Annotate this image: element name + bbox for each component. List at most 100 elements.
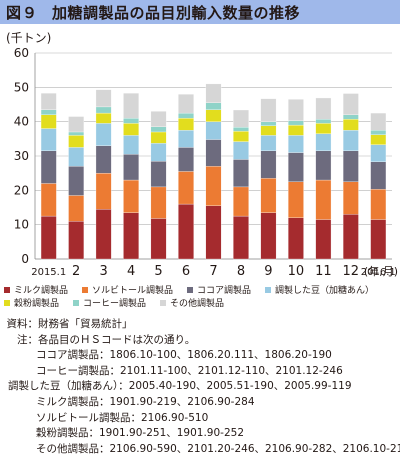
bar-segment	[315, 119, 332, 124]
legend-item: 調製した豆（加糖あん）	[265, 283, 374, 296]
x-tick-label: 10	[288, 264, 305, 278]
legend-row: 穀粉調製品 コーヒー調製品 その他調製品	[4, 296, 400, 309]
bar-segment	[370, 134, 387, 145]
bar-segment	[123, 93, 139, 119]
bar-segment	[260, 150, 277, 179]
x-tick-label: 9	[264, 264, 272, 278]
bar-segment	[205, 205, 222, 260]
x-tick-label: 6	[182, 264, 190, 278]
bar-segment	[205, 83, 222, 103]
legend-swatch	[73, 299, 80, 306]
bar-segment	[342, 119, 359, 131]
bar-segment	[205, 109, 222, 122]
y-tick-label: 60	[14, 46, 29, 60]
bar-segment	[95, 145, 112, 174]
x-tick-label: 8	[237, 264, 245, 278]
x-tick-label: 5	[154, 264, 162, 278]
bar-segment	[205, 139, 222, 167]
bar-segment	[260, 125, 277, 136]
bar-segment	[150, 126, 167, 133]
legend-item: ミルク調製品	[4, 283, 68, 296]
source-label: 資料：	[6, 318, 39, 330]
hs-code-line: 調製した豆（加糖あん）：2005.40-190、2005.51-190、2005…	[8, 380, 352, 393]
bar-segment	[40, 150, 57, 184]
legend-swatch	[4, 286, 10, 293]
legend-label: コーヒー調製品	[83, 299, 147, 309]
bar-segment	[123, 154, 139, 181]
bar-segment	[68, 135, 85, 148]
y-tick-label: 20	[14, 183, 29, 197]
bar-segment	[315, 123, 332, 134]
bar-segment	[315, 150, 332, 181]
bar-segment	[40, 215, 57, 260]
legend-row: ミルク調製品 ソルビトール調製品 ココア調製品 調製した豆（加糖あん）	[4, 283, 400, 296]
y-axis-unit-label: (千トン)	[6, 31, 52, 45]
bar-segment	[233, 109, 249, 128]
x-tick-label: 12	[343, 264, 360, 278]
bar-segment	[95, 106, 112, 114]
bar-segment	[178, 118, 194, 131]
figure-number: 図９	[6, 3, 39, 22]
bar-segment	[150, 161, 167, 188]
bar-segment	[40, 128, 57, 151]
bar-segment	[370, 112, 387, 131]
hs-code-line: 穀粉調製品：1901.90-251、1901.90-252	[36, 427, 245, 440]
hs-code-line: ミルク調製品：1901.90-219、2106.90-284	[36, 395, 255, 408]
stacked-bar-chart: 0 10 20 30 40 50 60 2015.1 2 3 4 5 6 7 8 9 10 11 12 2016.1(…	[14, 46, 398, 278]
bar-segment	[150, 131, 167, 144]
bar-segment	[123, 118, 139, 124]
legend-label: ココア調製品	[197, 286, 252, 296]
bar-segment	[370, 189, 387, 220]
legend-label: その他調製品	[170, 299, 225, 309]
bar-segment	[150, 186, 167, 219]
bar-segment	[40, 93, 57, 110]
hs-code-line: ココア調製品：1806.10-100、1806.20.111、1806.20-1…	[36, 349, 332, 362]
legend-label: 調製した豆（加糖あん）	[275, 286, 375, 296]
legend-label: ミルク調製品	[14, 286, 69, 296]
x-tick-label: 4	[127, 264, 135, 278]
bar-segment	[370, 144, 387, 162]
legend-swatch	[4, 299, 10, 306]
bar-segment	[40, 109, 57, 115]
bar-segment	[123, 179, 139, 213]
bar-segment	[370, 161, 387, 190]
bar-segment	[205, 121, 222, 140]
bar-segment	[68, 221, 85, 260]
bar-segment	[68, 131, 85, 136]
bar-segment	[178, 130, 194, 148]
bar-segment	[315, 179, 332, 220]
bar-segment	[342, 93, 359, 115]
bar-segment	[260, 98, 277, 122]
x-tick-label: 11	[315, 264, 332, 278]
legend-label: 穀粉調製品	[14, 299, 60, 309]
bar-segment	[123, 135, 139, 155]
bar-segment	[205, 102, 222, 110]
bar-segment	[123, 212, 139, 260]
bar-segment	[260, 121, 277, 126]
bar-segment	[288, 99, 304, 121]
x-tick-label: 2	[72, 264, 80, 278]
bar-segment	[315, 97, 332, 120]
hs-code-line: その他調製品：2106.90-590、2101.20-246、2106.90-2…	[36, 442, 400, 455]
bar-segment	[95, 89, 112, 108]
bar-segment	[342, 130, 359, 152]
bar-segment	[40, 183, 57, 217]
bar-segment	[315, 219, 332, 260]
bar-segment	[233, 159, 249, 188]
y-tick-label: 50	[14, 80, 29, 94]
bar-segment	[95, 173, 112, 210]
bar-segment	[150, 143, 167, 162]
bar-segment	[233, 141, 249, 160]
hs-code-line: コーヒー調製品：2101.11-100、2101.12-110、2101.12-…	[36, 364, 343, 377]
legend-swatch	[160, 299, 167, 306]
legend-item: コーヒー調製品	[73, 296, 146, 309]
bar-segment	[205, 166, 222, 206]
bar-segment	[68, 147, 85, 167]
legend-swatch	[82, 286, 89, 293]
bar-segment	[150, 111, 167, 127]
bar-segment	[288, 217, 304, 260]
bar-segment	[342, 181, 359, 215]
bar-segment	[370, 219, 387, 260]
bar-segment	[288, 120, 304, 126]
bar-segment	[68, 166, 85, 196]
